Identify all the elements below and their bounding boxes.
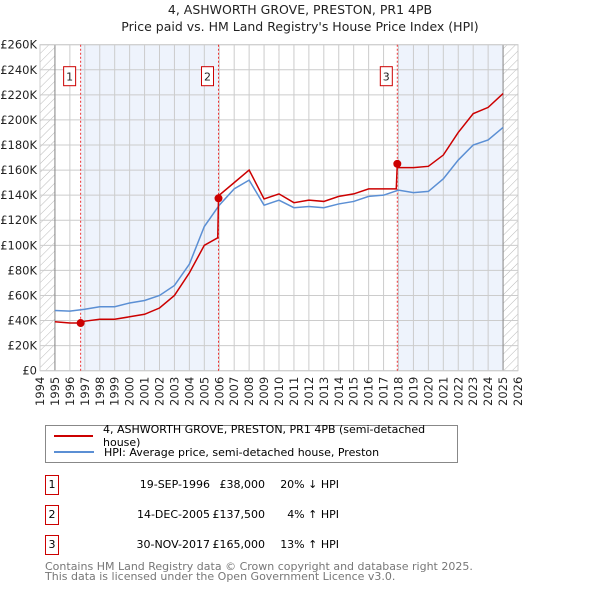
- y-tick-label: £180K: [0, 138, 37, 152]
- sale-marker-label: 2: [204, 71, 211, 84]
- y-tick-label: £240K: [0, 63, 37, 77]
- hpi-line: [54, 126, 504, 312]
- x-tick-label: 2026: [511, 377, 525, 406]
- sale-date: 19-SEP-1996: [139, 478, 210, 491]
- x-tick-label: 2008: [242, 377, 256, 406]
- sale-marker-label: 3: [383, 71, 390, 84]
- y-tick-label: £260K: [0, 38, 37, 52]
- hatched-region: [503, 44, 518, 371]
- x-tick-label: 2003: [167, 377, 181, 406]
- y-tick-label: £220K: [0, 88, 37, 102]
- x-tick-label: 2020: [421, 377, 435, 406]
- sale-number: 1: [45, 475, 59, 495]
- x-tick-label: 2002: [153, 377, 167, 406]
- property-price-line: [54, 93, 504, 324]
- chart-title: 4, ASHWORTH GROVE, PRESTON, PR1 4PB: [167, 2, 433, 17]
- sale-number: 2: [45, 505, 59, 525]
- legend-label-hpi: HPI: Average price, semi-detached house,…: [104, 445, 380, 459]
- y-tick-label: £200K: [0, 113, 37, 127]
- legend: 4, ASHWORTH GROVE, PRESTON, PR1 4PB (sem…: [45, 423, 458, 463]
- y-tick-label: £100K: [0, 238, 37, 252]
- y-tick-label: £0: [22, 364, 37, 378]
- sale-hpi-diff: 20% ↓ HPI: [280, 478, 339, 491]
- legend-swatch-property: [54, 435, 93, 437]
- y-tick-label: £160K: [0, 163, 37, 177]
- x-tick-label: 2014: [332, 377, 346, 406]
- chart-subtitle: Price paid vs. HM Land Registry's House …: [121, 19, 479, 34]
- sale-price: £137,500: [212, 508, 266, 521]
- x-tick-label: 2024: [481, 377, 495, 406]
- x-tick-label: 2011: [287, 377, 301, 406]
- x-tick-label: 2015: [347, 377, 361, 406]
- shaded-region: [80, 44, 219, 371]
- x-tick-label: 1996: [63, 377, 77, 406]
- x-tick-label: 2001: [138, 377, 152, 406]
- shaded-region: [397, 44, 504, 371]
- sale-date: 30-NOV-2017: [136, 538, 210, 551]
- x-tick-label: 2004: [182, 377, 196, 406]
- sale-marker-box: [201, 66, 215, 87]
- x-tick-label: 2010: [272, 377, 286, 406]
- x-tick-label: 1997: [78, 377, 92, 406]
- x-tick-label: 2009: [257, 377, 271, 406]
- sale-point: [393, 159, 402, 168]
- sale-price: £165,000: [212, 538, 266, 551]
- sale-marker-box: [63, 66, 77, 87]
- x-tick-label: 1999: [108, 377, 122, 406]
- sale-point: [76, 319, 85, 328]
- sale-date: 14-DEC-2005: [136, 508, 210, 521]
- x-tick-label: 2016: [362, 377, 376, 406]
- y-tick-label: £80K: [8, 263, 38, 277]
- sale-marker-box: [379, 66, 393, 87]
- x-tick-label: 2025: [496, 377, 510, 406]
- hatched-region: [40, 44, 55, 371]
- x-tick-label: 2007: [227, 377, 241, 406]
- sale-marker-label: 1: [66, 71, 73, 84]
- x-tick-label: 2005: [197, 377, 211, 406]
- x-tick-label: 2000: [123, 377, 137, 406]
- x-tick-label: 2022: [451, 377, 465, 406]
- x-tick-label: 2018: [392, 377, 406, 406]
- x-tick-label: 2023: [466, 377, 480, 406]
- sale-number: 3: [45, 535, 59, 555]
- x-tick-label: 1995: [48, 377, 62, 406]
- sale-hpi-diff: 4% ↑ HPI: [287, 508, 339, 521]
- y-tick-label: £120K: [0, 213, 37, 227]
- sale-row: 2 14-DEC-2005 £137,500 4% ↑ HPI: [45, 505, 445, 525]
- x-tick-label: 1998: [93, 377, 107, 406]
- sale-row: 3 30-NOV-2017 £165,000 13% ↑ HPI: [45, 535, 445, 555]
- plot-frame: [39, 44, 519, 372]
- sale-hpi-diff: 13% ↑ HPI: [280, 538, 339, 551]
- x-tick-label: 2006: [212, 377, 226, 406]
- sale-point: [214, 194, 223, 203]
- y-tick-label: £40K: [8, 314, 38, 328]
- footer-line-2: This data is licensed under the Open Gov…: [45, 570, 396, 583]
- sale-price: £38,000: [219, 478, 266, 491]
- x-tick-label: 1994: [33, 377, 47, 406]
- x-tick-label: 2013: [317, 377, 331, 406]
- y-tick-label: £20K: [8, 339, 38, 353]
- x-tick-label: 2012: [302, 377, 316, 406]
- footer-line-1: Contains HM Land Registry data © Crown c…: [45, 560, 473, 573]
- y-tick-label: £60K: [8, 288, 38, 302]
- legend-swatch-hpi: [54, 451, 94, 453]
- plot-area: 1994 1995 1996 1997 1998 1999 2000 2001 2002 2003…: [0, 38, 525, 406]
- y-tick-label: £140K: [0, 188, 37, 202]
- sale-row: 1 19-SEP-1996 £38,000 20% ↓ HPI: [45, 475, 445, 495]
- x-tick-label: 2019: [406, 377, 420, 406]
- x-tick-label: 2017: [377, 377, 391, 406]
- x-tick-label: 2021: [436, 377, 450, 406]
- legend-label-property: 4, ASHWORTH GROVE, PRESTON, PR1 4PB (sem…: [103, 423, 426, 449]
